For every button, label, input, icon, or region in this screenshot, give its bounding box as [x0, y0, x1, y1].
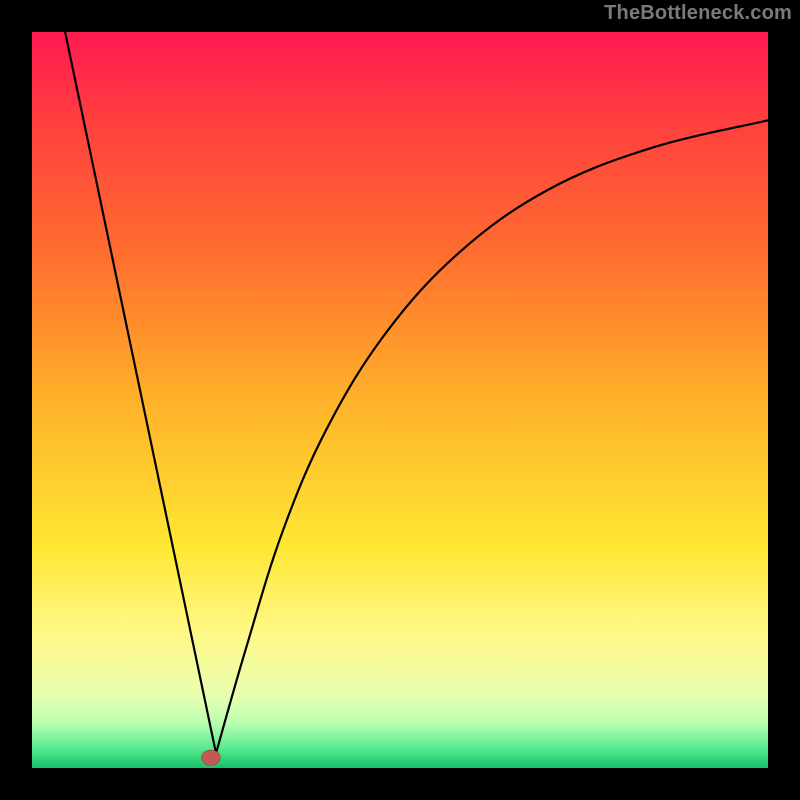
plot-svg [32, 32, 768, 768]
chart-frame: TheBottleneck.com [0, 0, 800, 800]
watermark-text: TheBottleneck.com [604, 2, 792, 25]
plot-area [32, 32, 768, 768]
optimum-marker [201, 750, 220, 765]
